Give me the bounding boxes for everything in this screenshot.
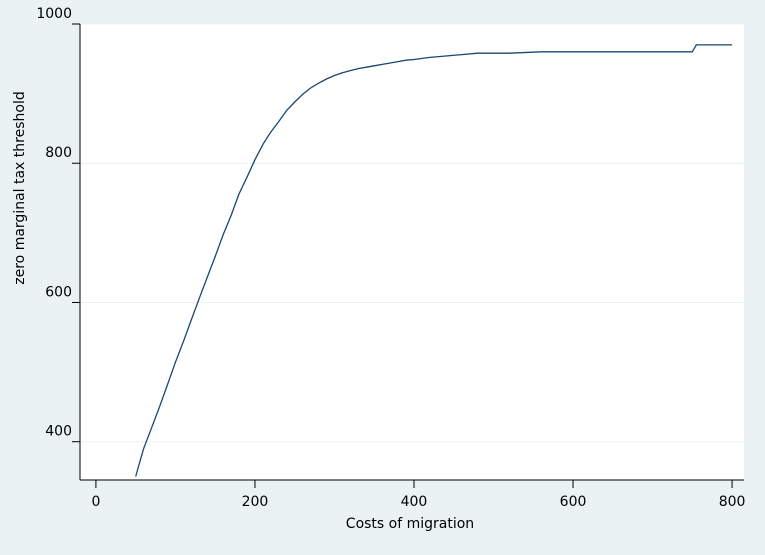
x-tick-label-0: 0 [91,494,100,510]
series-line-0 [135,44,733,477]
x-tick-label-200: 200 [242,494,269,510]
x-tick-label-800: 800 [719,494,746,510]
series-group [135,44,733,477]
x-tick-label-400: 400 [401,494,428,510]
y-tick-label-400: 400 [45,424,72,440]
y-tick-label-1000: 1000 [36,6,72,22]
x-tick-label-600: 600 [560,494,587,510]
gridlines [80,23,744,443]
axes [79,24,744,481]
y-axis-title: zero marginal tax threshold [12,91,28,284]
ticks: 400 600 800 1000 0 200 400 600 800 [36,6,745,510]
y-tick-label-800: 800 [45,145,72,161]
plot-area [80,24,744,480]
x-axis-title: Costs of migration [346,516,474,532]
y-tick-label-600: 600 [45,284,72,300]
